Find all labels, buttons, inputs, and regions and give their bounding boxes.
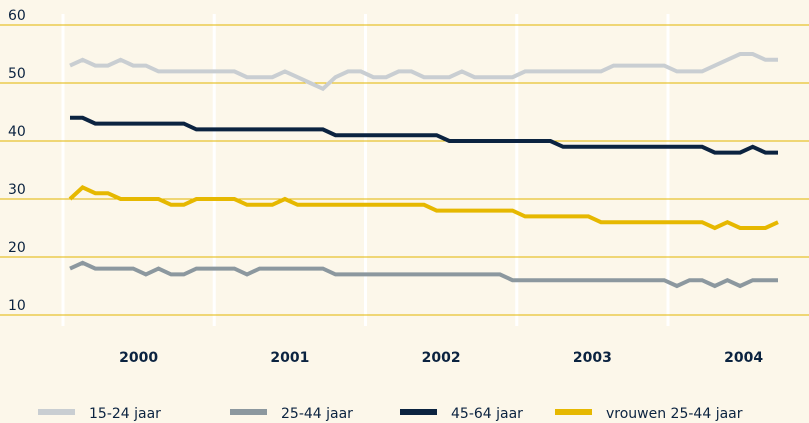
x-tick-label: 2002 bbox=[422, 350, 461, 366]
legend-label: 45-64 jaar bbox=[451, 406, 523, 422]
x-tick-label: 2003 bbox=[573, 350, 612, 366]
legend-label: 25-44 jaar bbox=[281, 406, 353, 422]
x-tick-label: 2000 bbox=[119, 350, 158, 366]
series-line bbox=[68, 185, 779, 231]
series-line bbox=[70, 115, 778, 155]
y-tick-label: 20 bbox=[8, 240, 26, 256]
x-tick-label: 2004 bbox=[724, 350, 763, 366]
legend-label: 15-24 jaar bbox=[89, 406, 161, 422]
y-tick-label: 50 bbox=[8, 66, 26, 82]
x-tick-label: 2001 bbox=[270, 350, 309, 366]
y-tick-label: 30 bbox=[8, 182, 26, 198]
legend-label: vrouwen 25-44 jaar bbox=[606, 406, 743, 422]
y-tick-label: 10 bbox=[8, 298, 26, 314]
y-tick-label: 60 bbox=[8, 8, 26, 24]
y-tick-label: 40 bbox=[8, 124, 26, 140]
series-line bbox=[69, 52, 778, 92]
series-line bbox=[69, 260, 778, 289]
